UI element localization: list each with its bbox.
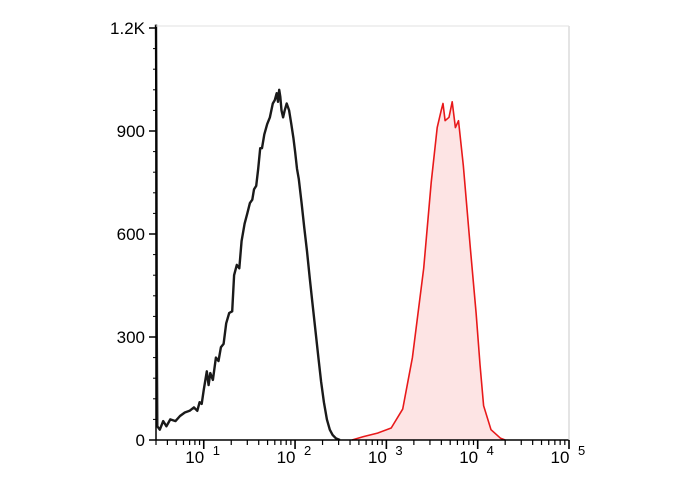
series-2-line bbox=[351, 101, 506, 441]
series-2-fill bbox=[352, 101, 506, 441]
x-tick-label: 10 bbox=[277, 448, 296, 467]
chart-ticks bbox=[149, 27, 570, 449]
x-tick-base: 10 bbox=[277, 448, 296, 467]
x-tick-label: 10 bbox=[185, 448, 204, 467]
x-tick-exponent: 2 bbox=[304, 443, 311, 458]
y-tick-label: 0 bbox=[136, 431, 145, 450]
x-tick-base: 10 bbox=[551, 448, 570, 467]
x-tick-base: 10 bbox=[185, 448, 204, 467]
plot-lines bbox=[154, 24, 506, 442]
x-tick-label: 10 bbox=[551, 448, 570, 467]
x-tick-exponent: 3 bbox=[395, 443, 402, 458]
series-1-line bbox=[154, 24, 341, 442]
chart-axes bbox=[155, 25, 570, 441]
x-tick-base: 10 bbox=[459, 448, 478, 467]
x-tick-base: 10 bbox=[368, 448, 387, 467]
y-tick-label: 900 bbox=[117, 122, 145, 141]
y-tick-label: 600 bbox=[117, 225, 145, 244]
x-tick-exponent: 4 bbox=[487, 443, 494, 458]
x-tick-label: 10 bbox=[459, 448, 478, 467]
x-tick-exponent: 1 bbox=[213, 443, 220, 458]
chart-tick-labels: 0 300 600 900 1.2K 10 1 10 2 10 3 10 4 10 5 bbox=[110, 19, 585, 467]
plot-fills bbox=[352, 101, 506, 441]
x-tick-label: 10 bbox=[368, 448, 387, 467]
y-tick-label: 1.2K bbox=[110, 19, 146, 38]
y-tick-label: 300 bbox=[117, 328, 145, 347]
x-tick-exponent: 5 bbox=[578, 443, 585, 458]
